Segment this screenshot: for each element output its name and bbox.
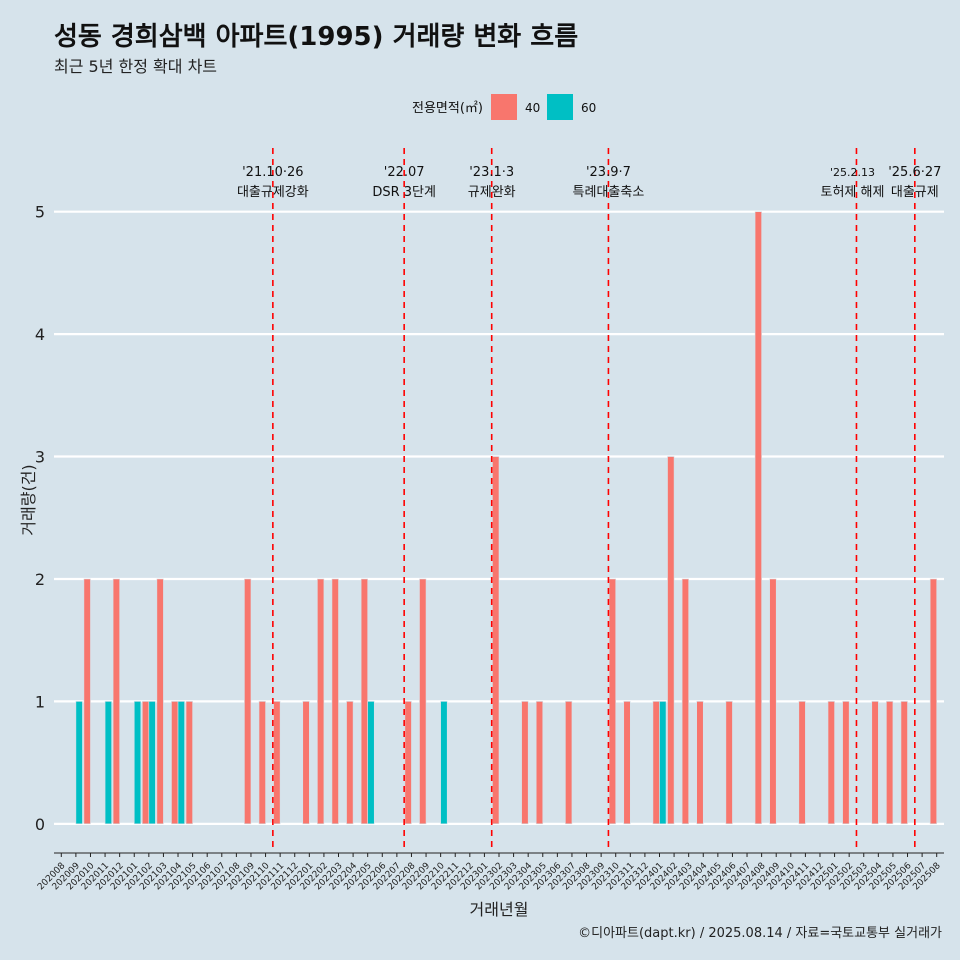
bar-40-202307 (565, 701, 573, 825)
bar-40-202111 (273, 701, 281, 825)
legend-label-60: 60 (581, 101, 596, 115)
bar-40-202401 (652, 701, 660, 825)
event-name-label: 대출규제 (891, 185, 939, 200)
bar-40-202202 (317, 578, 325, 825)
event-date-label: '22.07 (384, 165, 425, 180)
bar-40-202302 (492, 456, 500, 825)
bar-40-202208 (404, 701, 412, 825)
bar-40-202411 (798, 701, 806, 825)
bar-40-202305 (535, 701, 544, 825)
bar-40-202406 (725, 701, 733, 825)
chart-subtitle: 최근 5년 한정 확대 차트 (54, 57, 218, 76)
bar-60-202011 (104, 701, 112, 825)
bar-60-202009 (75, 701, 83, 825)
bar-40-202109 (244, 578, 252, 825)
y-tick-label: 5 (35, 203, 45, 222)
y-tick-label: 2 (35, 570, 45, 589)
bar-40-202203 (331, 578, 339, 825)
event-date-label: '21.10·26 (242, 165, 303, 180)
x-axis-title: 거래년월 (470, 900, 529, 919)
bar-40-202501 (827, 701, 835, 825)
event-name-label: 대출규제강화 (237, 185, 309, 200)
bar-40-202311 (623, 701, 631, 825)
bar-40-202105 (185, 701, 193, 825)
bar-40-202506 (900, 701, 908, 825)
legend-key-40 (491, 94, 517, 120)
bar-60-202205 (367, 701, 375, 825)
legend-key-60 (547, 94, 573, 120)
event-date-label: '23.1·3 (469, 165, 514, 180)
bar-40-202012 (112, 578, 120, 825)
event-name-label: 규제완화 (468, 185, 516, 200)
bar-40-202404 (696, 701, 704, 825)
bar-40-202502 (842, 701, 850, 825)
legend-label-40: 40 (525, 101, 540, 115)
y-tick-label: 4 (35, 325, 45, 344)
bar-40-202304 (521, 701, 529, 825)
chart-title: 성동 경희삼백 아파트(1995) 거래량 변화 흐름 (54, 22, 579, 52)
bar-40-202402 (667, 456, 675, 825)
event-name-label: 토허제 해제 (820, 185, 884, 200)
y-tick-label: 3 (35, 448, 45, 467)
y-axis-title: 거래량(건) (19, 464, 38, 535)
bar-60-202104 (177, 701, 185, 825)
bar-40-202504 (871, 701, 879, 825)
event-name-label: DSR 3단계 (372, 185, 436, 200)
bar-40-202508 (929, 578, 938, 825)
bar-60-202101 (133, 701, 142, 825)
bar-40-202403 (681, 578, 689, 825)
bar-60-202102 (148, 701, 156, 825)
bar-40-202505 (886, 701, 894, 825)
bar-40-202110 (258, 701, 266, 825)
bar-40-202103 (156, 578, 164, 825)
bar-40-202310 (608, 578, 617, 825)
bar-60-202401 (659, 701, 667, 825)
bar-40-202205 (360, 578, 368, 825)
y-tick-label: 1 (35, 692, 45, 711)
source-caption: ©디아파트(dapt.kr) / 2025.08.14 / 자료=국토교통부 실… (578, 926, 942, 941)
event-date-label: '25.2.13 (830, 166, 875, 179)
bar-40-202010 (83, 578, 91, 825)
bar-40-202204 (346, 701, 354, 825)
bar-40-202408 (754, 211, 762, 825)
bar-40-202104 (171, 701, 179, 825)
event-date-label: '23.9·7 (586, 165, 631, 180)
bar-40-202409 (769, 578, 777, 825)
bar-40-202102 (141, 701, 150, 825)
y-tick-label: 0 (35, 815, 45, 834)
bar-40-202201 (302, 701, 310, 825)
legend-title: 전용면적(㎡) (412, 101, 483, 116)
bar-60-202210 (440, 701, 448, 825)
bar-40-202209 (419, 578, 427, 825)
event-name-label: 특례대출축소 (573, 185, 645, 200)
event-date-label: '25.6·27 (888, 165, 941, 180)
